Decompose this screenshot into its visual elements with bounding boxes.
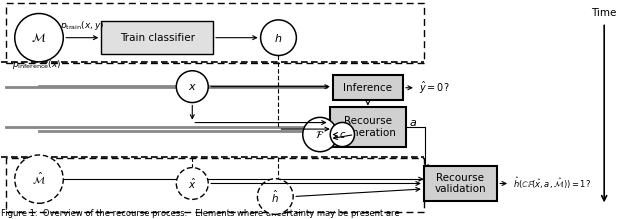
Ellipse shape xyxy=(330,122,355,147)
Text: $\mathcal{M}$: $\mathcal{M}$ xyxy=(31,31,47,44)
Ellipse shape xyxy=(15,14,63,62)
Text: Recourse
validation: Recourse validation xyxy=(435,173,486,194)
Text: $\hat{h}(\mathbb{CF}(\hat{x},a,\hat{\mathcal{M}}))=1?$: $\hat{h}(\mathbb{CF}(\hat{x},a,\hat{\mat… xyxy=(513,176,591,191)
Bar xyxy=(333,75,403,100)
Text: $a$: $a$ xyxy=(410,118,417,127)
Text: $p_{\mathrm{inference}}(x)$: $p_{\mathrm{inference}}(x)$ xyxy=(12,58,61,71)
Text: $\hat{h}$: $\hat{h}$ xyxy=(271,188,279,205)
Bar xyxy=(424,166,497,201)
Text: $\hat{\mathcal{M}}$: $\hat{\mathcal{M}}$ xyxy=(32,171,46,187)
Ellipse shape xyxy=(176,71,208,102)
Ellipse shape xyxy=(303,117,337,152)
Text: $\hat{x}$: $\hat{x}$ xyxy=(188,176,196,191)
Text: Inference: Inference xyxy=(344,83,392,93)
Ellipse shape xyxy=(260,20,296,55)
Text: $\hat{y}=0?$: $\hat{y}=0?$ xyxy=(419,80,450,96)
Text: Time: Time xyxy=(591,8,617,18)
Bar xyxy=(101,21,213,54)
Ellipse shape xyxy=(15,155,63,203)
Text: $h$: $h$ xyxy=(275,32,283,44)
Text: Figure 1:  Overview of the recourse process.   Elements where uncertainty may be: Figure 1: Overview of the recourse proce… xyxy=(1,209,399,218)
Ellipse shape xyxy=(257,179,293,214)
Text: $x$: $x$ xyxy=(188,82,196,92)
Text: $p_{\mathrm{train}}(x,y)$: $p_{\mathrm{train}}(x,y)$ xyxy=(60,19,104,32)
Text: Recourse
generation: Recourse generation xyxy=(339,116,396,138)
Text: Train classifier: Train classifier xyxy=(120,33,195,43)
Text: $c$: $c$ xyxy=(339,129,346,140)
Bar xyxy=(330,107,406,147)
Ellipse shape xyxy=(176,168,208,199)
Text: $\mathcal{F}$: $\mathcal{F}$ xyxy=(316,129,324,140)
